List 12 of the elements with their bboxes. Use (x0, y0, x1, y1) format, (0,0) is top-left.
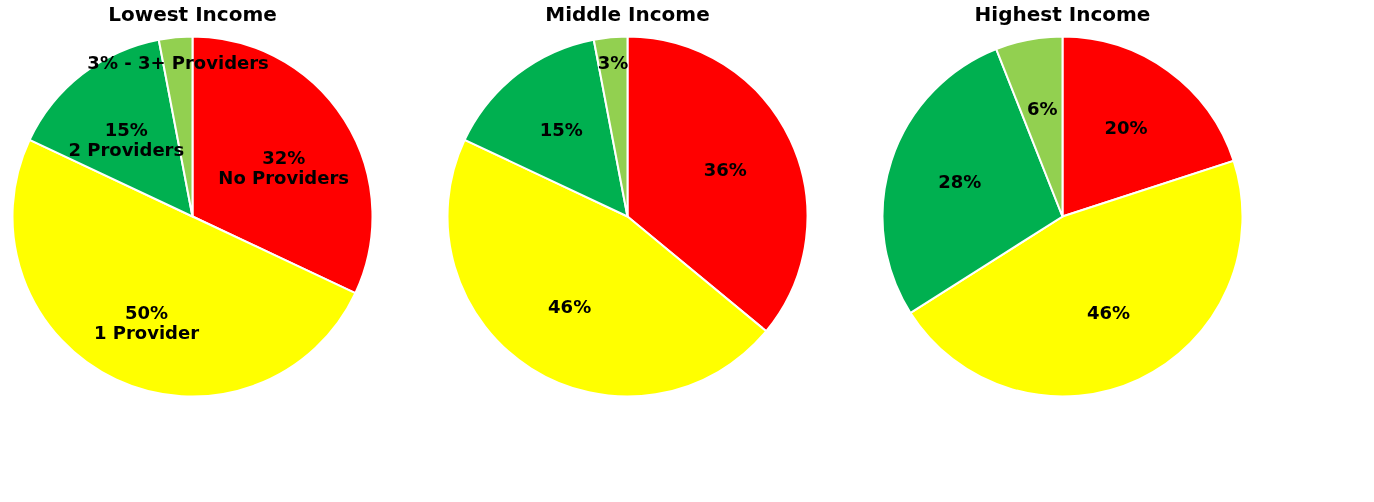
chart-title: Highest Income (974, 2, 1151, 26)
data-label: 6% (1026, 98, 1058, 120)
data-label: 46% (548, 295, 592, 317)
data-label: 46% (1086, 302, 1131, 324)
data-label: 32% No Providers (218, 146, 350, 188)
chart-title: Middle Income (545, 2, 710, 26)
chart-title: Lowest Income (108, 2, 277, 26)
data-label: 15% (539, 119, 583, 141)
data-label: 50% 1 Provider (93, 302, 200, 344)
data-label: 36% (703, 158, 747, 180)
data-label: 20% (1104, 117, 1148, 139)
data-label: 28% (938, 171, 982, 193)
